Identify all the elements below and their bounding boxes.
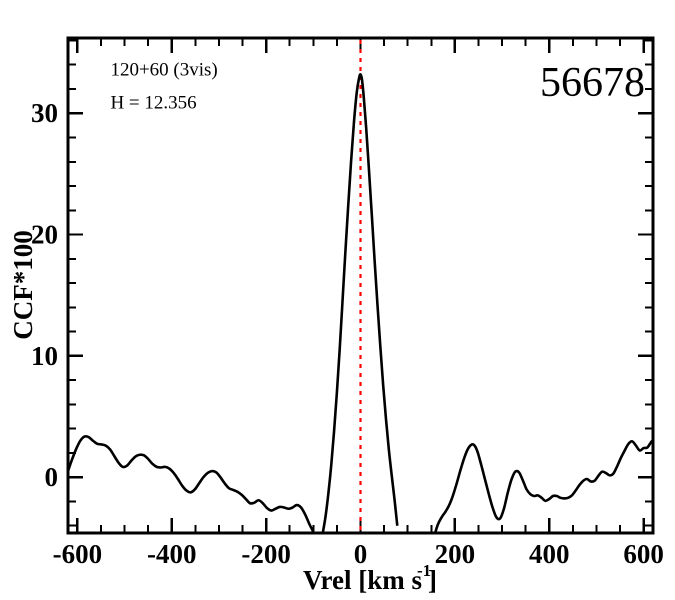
x-tick-label: -600: [53, 539, 103, 569]
ccf-data-curves: [69, 73, 652, 532]
y-tick-labels: 0 10 20 30: [31, 98, 58, 492]
x-axis-title-superscript: -1: [417, 561, 431, 580]
ccf-peak: [321, 73, 399, 532]
plot-annotations: 120+60 (3vis) H = 12.356: [110, 60, 217, 114]
x-tick-label: -200: [241, 539, 291, 569]
x-axis-title-bracket: ]: [428, 565, 437, 595]
visit-info: 120+60 (3vis): [110, 60, 217, 81]
x-tick-label: -400: [147, 539, 197, 569]
x-tick-label: 600: [623, 539, 664, 569]
ccf-left-noise: [69, 434, 315, 532]
x-tick-label: 0: [354, 539, 368, 569]
x-tick-labels: -600 -400 -200 0 200 400 600: [53, 539, 664, 569]
y-tick-label: 10: [31, 341, 58, 371]
plot-title: 56678: [540, 60, 645, 106]
ccf-right-noise: [434, 439, 652, 532]
y-tick-label: 20: [31, 220, 58, 250]
x-axis-title-text: Vrel [km s: [303, 565, 422, 595]
plot-frame-box: [66, 36, 655, 535]
y-tick-label: 0: [45, 462, 59, 492]
x-axis-title: Vrel [km s -1 ]: [303, 561, 437, 595]
x-tick-label: 200: [435, 539, 476, 569]
h-magnitude: H = 12.356: [110, 92, 196, 113]
x-tick-label: 400: [529, 539, 570, 569]
y-axis-title: CCF*100: [8, 230, 38, 340]
y-tick-label: 30: [31, 98, 58, 128]
